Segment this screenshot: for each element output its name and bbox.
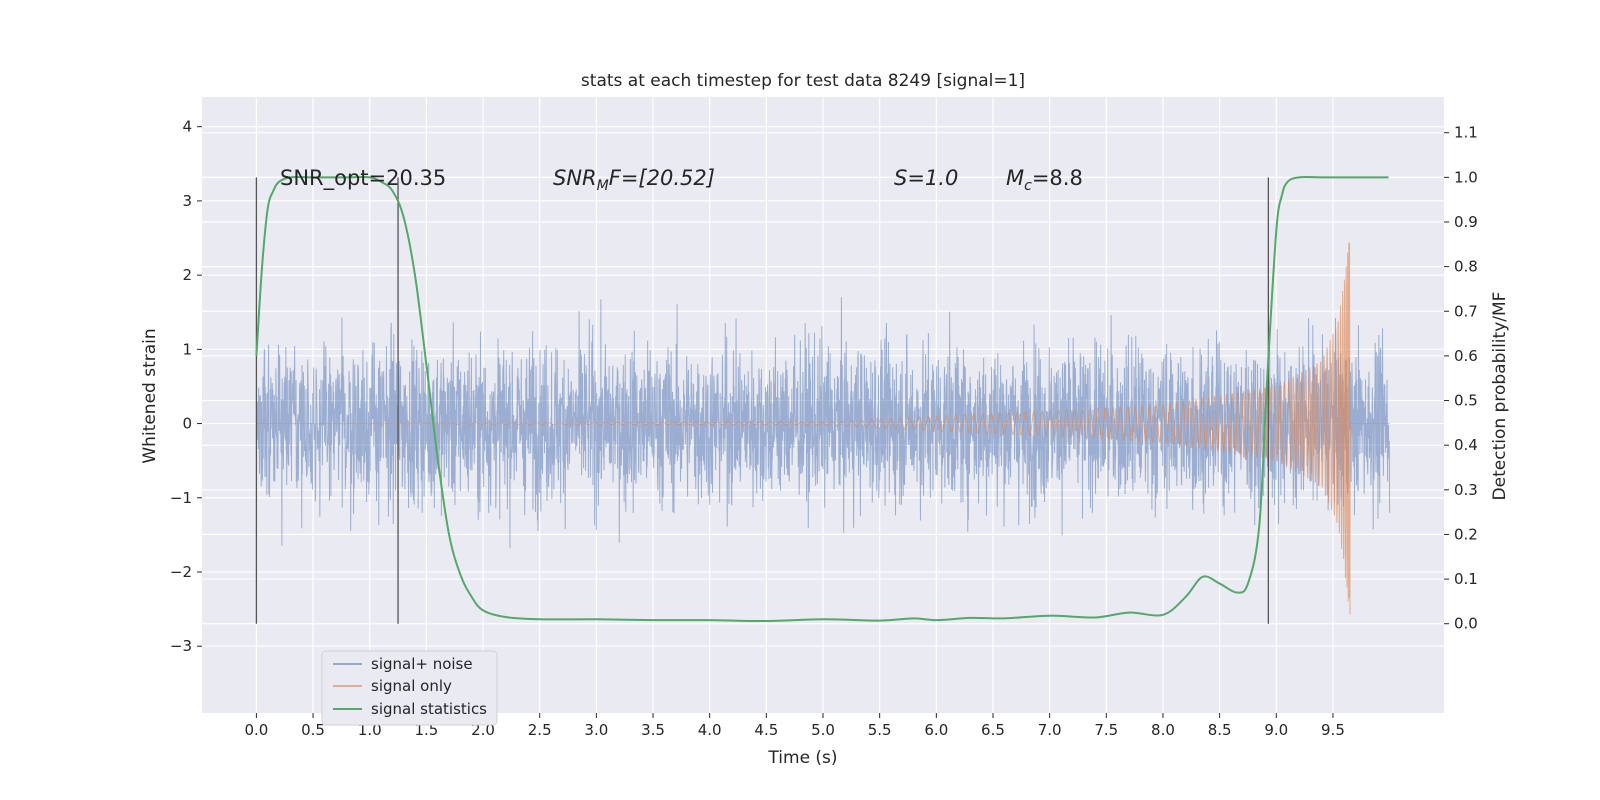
y-left-tick-label: 3 bbox=[182, 192, 192, 210]
x-tick-label: 2.5 bbox=[528, 721, 552, 739]
x-tick-label: 8.0 bbox=[1151, 721, 1175, 739]
detection-window-markers bbox=[255, 177, 1270, 624]
x-tick-label: 7.5 bbox=[1094, 721, 1118, 739]
y-left-tick-label: −1 bbox=[170, 489, 192, 507]
x-tick-label: 4.5 bbox=[754, 721, 778, 739]
y-left-tick-label: −2 bbox=[170, 563, 192, 581]
signal-plus-noise-line bbox=[255, 296, 1391, 549]
x-tick-label: 8.5 bbox=[1208, 721, 1232, 739]
y-right-tick-label: 0.6 bbox=[1454, 347, 1478, 365]
x-tick-label: 3.0 bbox=[584, 721, 608, 739]
y-axis-label-right: Detection probability/MF bbox=[1490, 292, 1510, 501]
chart-title: stats at each timestep for test data 824… bbox=[581, 71, 1025, 91]
annotation-s-value: S=1.0 bbox=[894, 166, 958, 190]
y-right-tick-label: 0.3 bbox=[1454, 481, 1478, 499]
axis-ticks: 0.0 0.5 1.0 1.5 2.0 2.5 3.0 3.5 4.0 4.5 5.0 5.5 6.0 6… bbox=[170, 118, 1478, 739]
legend-label-signal-noise: signal+ noise bbox=[371, 655, 473, 673]
x-axis-label: Time (s) bbox=[767, 748, 837, 768]
y-left-tick-label: 1 bbox=[182, 340, 192, 358]
y-right-tick-label: 0.4 bbox=[1454, 436, 1478, 454]
legend-label-signal-only: signal only bbox=[371, 677, 452, 695]
y-left-tick-label: 2 bbox=[182, 266, 192, 284]
annotations: SNR_opt=20.35 SNRMF=[20.52] S=1.0 Mc=8.8 bbox=[280, 166, 1083, 194]
x-tick-label: 7.0 bbox=[1038, 721, 1062, 739]
x-tick-label: 4.0 bbox=[698, 721, 722, 739]
annotation-mc: Mc=8.8 bbox=[1006, 166, 1083, 194]
y-right-tick-label: 0.1 bbox=[1454, 570, 1478, 588]
annotation-snr-opt: SNR_opt=20.35 bbox=[280, 166, 446, 191]
y-left-tick-label: 4 bbox=[182, 118, 192, 136]
y-right-tick-label: 0.8 bbox=[1454, 258, 1478, 276]
y-left-tick-label: −3 bbox=[170, 637, 192, 655]
legend: signal+ noise signal only signal statist… bbox=[321, 650, 498, 726]
legend-box bbox=[321, 650, 498, 726]
x-tick-label: 9.5 bbox=[1321, 721, 1345, 739]
y-right-tick-label: 0.5 bbox=[1454, 392, 1478, 410]
x-tick-label: 5.5 bbox=[868, 721, 892, 739]
x-tick-label: 9.0 bbox=[1264, 721, 1288, 739]
x-tick-label: 6.5 bbox=[981, 721, 1005, 739]
y-right-tick-label: 0.2 bbox=[1454, 525, 1478, 543]
y-right-tick-label: 1.0 bbox=[1454, 168, 1478, 186]
y-right-tick-label: 0.9 bbox=[1454, 213, 1478, 231]
x-tick-label: 0.5 bbox=[301, 721, 325, 739]
x-tick-label: 6.0 bbox=[924, 721, 948, 739]
series-signal-statistics bbox=[255, 176, 1389, 623]
signal-statistics-line bbox=[255, 176, 1389, 623]
annotation-snr-mf: SNRMF=[20.52] bbox=[553, 166, 715, 194]
y-right-tick-label: 0.7 bbox=[1454, 302, 1478, 320]
x-tick-label: 3.5 bbox=[641, 721, 665, 739]
x-tick-label: 5.0 bbox=[811, 721, 835, 739]
series-signal-plus-noise bbox=[255, 296, 1391, 549]
legend-label-signal-statistics: signal statistics bbox=[371, 700, 487, 718]
y-left-tick-label: 0 bbox=[182, 415, 192, 433]
x-tick-label: 0.0 bbox=[244, 721, 268, 739]
y-axis-label-left: Whitened strain bbox=[140, 328, 160, 463]
series-signal-only bbox=[256, 242, 1390, 615]
signal-only-line bbox=[256, 242, 1390, 615]
y-right-tick-label: 1.1 bbox=[1454, 124, 1478, 142]
y-right-tick-label: 0.0 bbox=[1454, 615, 1478, 633]
